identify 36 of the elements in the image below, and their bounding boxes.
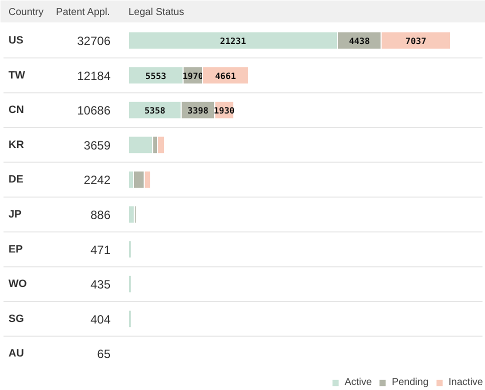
- total-label: 471: [90, 242, 111, 257]
- y-tick-label: KR: [8, 138, 24, 151]
- total-label: 435: [90, 278, 111, 292]
- data-label: 3398: [188, 106, 208, 117]
- y-tick-label: JP: [8, 208, 22, 220]
- total-label: 32706: [77, 34, 111, 48]
- y-tick-label: US: [8, 34, 24, 46]
- legend-label: Inactive: [448, 377, 483, 388]
- total-label: 3659: [84, 138, 111, 152]
- chart-title: Legal Status: [128, 7, 184, 18]
- legend-label: Pending: [392, 377, 429, 388]
- data-label: 21231: [220, 37, 246, 47]
- data-label: 1930: [214, 106, 235, 117]
- total-label: 886: [90, 208, 111, 222]
- y-tick-label: EP: [8, 243, 23, 256]
- total-label: 2242: [84, 173, 111, 188]
- y-tick-label: CN: [8, 104, 24, 116]
- total-label: 404: [90, 312, 111, 326]
- bar: [128, 136, 154, 154]
- total-label: 65: [97, 347, 111, 362]
- text: Patent Appl.: [56, 7, 110, 18]
- data-label: 5553: [145, 72, 166, 82]
- data-label: 4438: [348, 37, 370, 47]
- y-tick-label: WO: [8, 278, 27, 290]
- data-label: 4661: [215, 72, 236, 82]
- data-label: 1970: [182, 72, 204, 82]
- total-label: 10686: [77, 104, 111, 118]
- y-tick-label: AU: [8, 348, 24, 360]
- legend-label: Active: [344, 377, 372, 388]
- y-tick-label: TW: [8, 69, 26, 82]
- data-label: 5358: [144, 106, 166, 117]
- y-tick-label: DE: [8, 174, 24, 186]
- y-tick-label: SG: [8, 312, 24, 325]
- data-label: 7037: [405, 37, 426, 47]
- total-label: 12184: [77, 68, 111, 83]
- y-axis-title: Country: [8, 7, 44, 18]
